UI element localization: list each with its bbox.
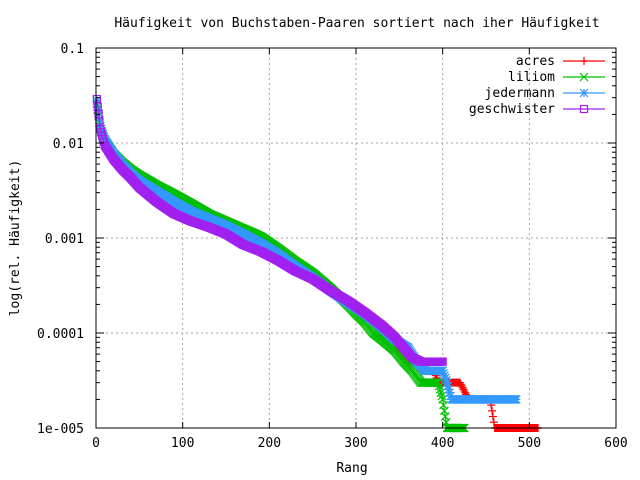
- plot-area: [92, 94, 542, 433]
- x-tick-label: 600: [604, 436, 627, 451]
- y-tick-label: 0.0001: [37, 327, 84, 342]
- data-point: [458, 383, 467, 392]
- y-tick-label: 0.001: [45, 232, 84, 247]
- data-point: [440, 373, 450, 383]
- x-tick-label: 400: [431, 436, 454, 451]
- data-point: [433, 378, 443, 388]
- data-point: [438, 366, 448, 376]
- series-line-jedermann: [96, 100, 517, 400]
- data-point: [456, 380, 465, 389]
- series-acres: [92, 102, 542, 432]
- data-point: [439, 371, 449, 380]
- data-point: [97, 126, 107, 136]
- data-point: [441, 375, 451, 385]
- chart-title: Häufigkeit von Buchstaben-Paaren sortier…: [114, 16, 599, 31]
- legend-marker: [579, 88, 589, 98]
- legend-marker: [579, 72, 589, 82]
- data-point: [457, 382, 466, 391]
- data-point: [445, 388, 455, 398]
- x-tick-label: 200: [258, 436, 281, 451]
- y-tick-label: 0.01: [53, 137, 84, 152]
- data-point: [99, 132, 109, 141]
- x-tick-label: 0: [92, 436, 100, 451]
- x-tick-label: 500: [518, 436, 541, 451]
- data-point: [460, 387, 469, 396]
- data-point: [430, 378, 440, 388]
- data-point: [436, 388, 446, 398]
- y-tick-label: 1e-005: [37, 422, 84, 437]
- data-point: [444, 384, 454, 394]
- data-point: [435, 384, 445, 394]
- legend-label: liliom: [508, 70, 555, 85]
- data-point: [434, 381, 444, 391]
- data-point: [443, 381, 453, 391]
- data-point: [456, 378, 464, 387]
- x-tick-label: 300: [344, 436, 367, 451]
- data-point: [438, 357, 447, 366]
- data-point: [459, 385, 468, 394]
- legend-marker: [580, 57, 588, 65]
- legend-label: acres: [516, 54, 555, 69]
- y-tick-label: 0.1: [61, 42, 84, 57]
- series-geschwister: [92, 94, 447, 366]
- data-point: [437, 391, 447, 401]
- legend-label: geschwister: [469, 102, 555, 117]
- data-point: [439, 368, 448, 378]
- x-axis-label: Rang: [336, 461, 367, 476]
- x-tick-label: 100: [171, 436, 194, 451]
- data-point: [98, 129, 108, 139]
- axes: 0 100 200 300 400 500 600 0.1 0.01 0.001 0.0001 1e-…: [37, 42, 628, 451]
- series-line-acres: [96, 106, 538, 429]
- data-point: [489, 418, 498, 427]
- y-axis-label: log(rel. Häufigkeit): [8, 160, 23, 317]
- legend-label: jedermann: [485, 86, 555, 101]
- data-point: [442, 378, 452, 388]
- legend-marker: [579, 104, 589, 114]
- data-point: [488, 406, 497, 415]
- data-point: [511, 394, 521, 404]
- data-point: [488, 412, 497, 421]
